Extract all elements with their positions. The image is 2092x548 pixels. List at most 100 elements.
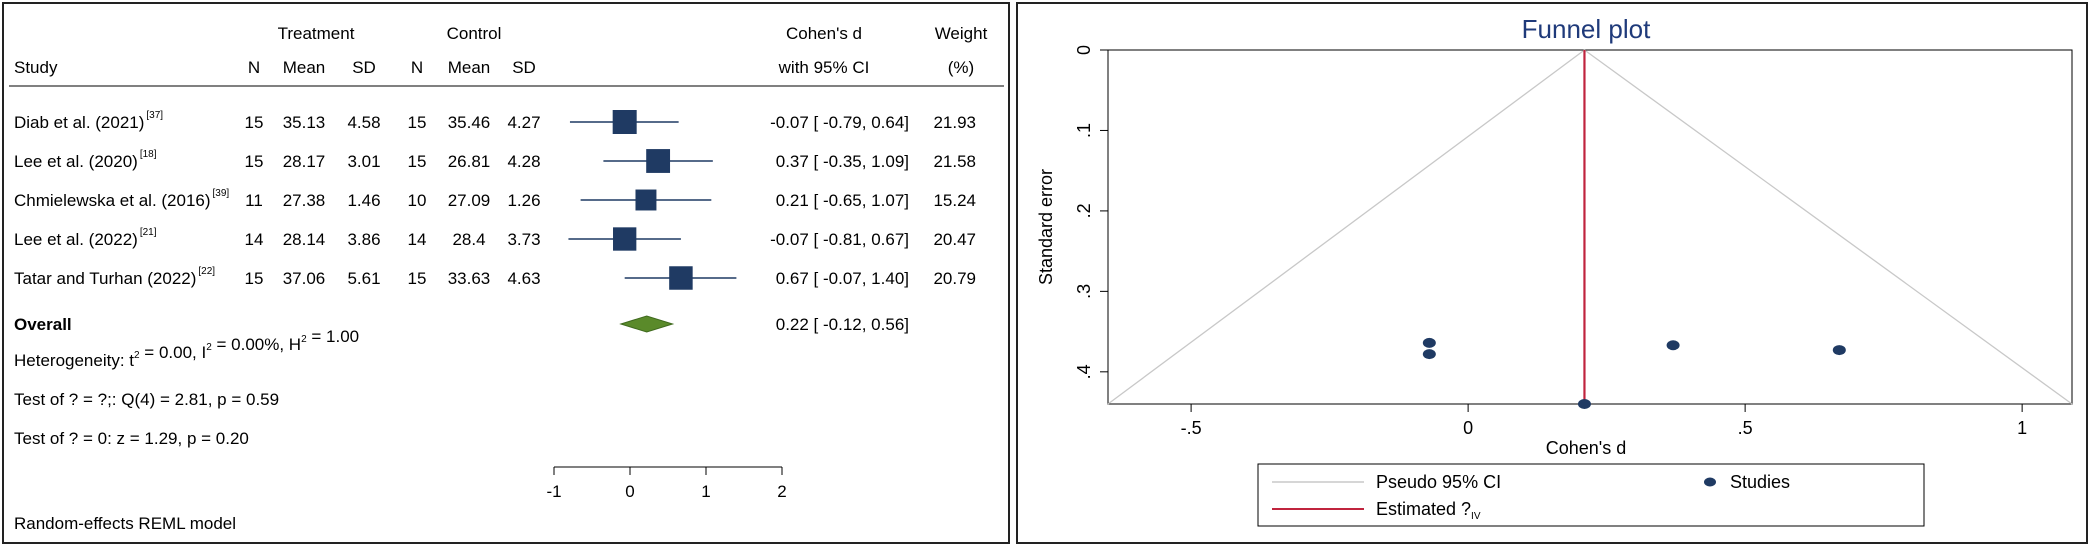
study-label: Tatar and Turhan (2022) xyxy=(14,269,196,288)
test-overall-text: Test of ? = 0: z = 1.29, p = 0.20 xyxy=(14,429,249,448)
study-point xyxy=(1422,349,1436,360)
funnel-x-title: Cohen's d xyxy=(1546,438,1627,458)
header-control-sd: SD xyxy=(512,58,536,77)
study-row: Diab et al. (2021) [37] 15 35.13 4.58 15 35.46… xyxy=(14,110,976,134)
study-ref: [39] xyxy=(213,188,230,199)
control-sd: 4.28 xyxy=(507,152,540,171)
study-label: Diab et al. (2021) xyxy=(14,113,144,132)
control-sd: 4.63 xyxy=(507,269,540,288)
weight-text: 20.47 xyxy=(933,230,976,249)
treatment-n: 11 xyxy=(245,191,263,210)
treatment-sd: 1.46 xyxy=(347,191,380,210)
treatment-sd: 3.86 xyxy=(347,230,380,249)
study-label: Lee et al. (2020) xyxy=(14,152,138,171)
header-control-n: N xyxy=(411,58,423,77)
model-note: Random-effects REML model xyxy=(14,514,236,533)
treatment-sd: 4.58 xyxy=(347,113,380,132)
study-point xyxy=(1577,399,1591,409)
study-point xyxy=(1832,345,1846,356)
study-ref: [21] xyxy=(140,227,157,238)
effect-square xyxy=(646,149,671,173)
weight-text: 20.79 xyxy=(933,269,976,288)
effect-square xyxy=(669,266,693,290)
funnel-y-title: Standard error xyxy=(1036,169,1056,285)
forest-x-tick-label: 1 xyxy=(701,482,710,501)
control-n: 15 xyxy=(408,113,427,132)
forest-plot-panel: Treatment Control Study N Mean SD N Mean SD Cohen… xyxy=(2,2,1010,544)
control-mean: 35.46 xyxy=(448,113,491,132)
study-row: Chmielewska et al. (2016) [39] 11 27.38 1.46… xyxy=(14,188,976,211)
funnel-x-tick-label: .5 xyxy=(1738,418,1753,438)
weight-text: 15.24 xyxy=(933,191,976,210)
effect-ci-text: -0.07 [ -0.81, 0.67] xyxy=(770,230,909,249)
funnel-y-tick-label: 0 xyxy=(1074,45,1094,55)
funnel-plot: Funnel plot -.5 0 .5 1 0 .1 .2 .3 .4 Cohen's d Stan… xyxy=(1036,14,2073,527)
control-sd: 1.26 xyxy=(507,191,540,210)
control-mean: 28.4 xyxy=(452,230,485,249)
test-heterogeneity-text: Test of ? = ?;: Q(4) = 2.81, p = 0.59 xyxy=(14,390,279,409)
header-study: Study xyxy=(14,58,58,77)
treatment-mean: 27.38 xyxy=(283,191,326,210)
effect-square xyxy=(613,227,637,251)
treatment-mean: 35.13 xyxy=(283,113,326,132)
header-control: Control xyxy=(447,24,502,43)
study-row: Tatar and Turhan (2022) [22] 15 37.06 5.61 15… xyxy=(14,266,976,290)
header-control-mean: Mean xyxy=(448,58,491,77)
treatment-sd: 3.01 xyxy=(347,152,380,171)
header-weight-line2: (%) xyxy=(948,58,974,77)
forest-x-tick-label: 0 xyxy=(625,482,634,501)
study-row: Lee et al. (2022) [21] 14 28.14 3.86 14 28.4 3.… xyxy=(14,227,976,251)
effect-ci-text: 0.21 [ -0.65, 1.07] xyxy=(776,191,909,210)
control-sd: 3.73 xyxy=(507,230,540,249)
overall-ci-text: 0.22 [ -0.12, 0.56] xyxy=(776,315,909,334)
control-n: 14 xyxy=(408,230,427,249)
legend-studies-label: Studies xyxy=(1730,472,1790,492)
forest-plot: Treatment Control Study N Mean SD N Mean SD Cohen… xyxy=(9,24,1004,533)
overall-diamond xyxy=(619,315,675,333)
funnel-x-tick-label: -.5 xyxy=(1181,418,1202,438)
forest-x-tick-label: -1 xyxy=(546,482,561,501)
funnel-y-tick-label: .2 xyxy=(1074,203,1094,218)
weight-text: 21.58 xyxy=(933,152,976,171)
header-effect-line1: Cohen's d xyxy=(786,24,862,43)
control-mean: 26.81 xyxy=(448,152,491,171)
funnel-y-tick-label: .4 xyxy=(1074,364,1094,379)
effect-ci-text: 0.37 [ -0.35, 1.09] xyxy=(776,152,909,171)
funnel-legend: Pseudo 95% CI Studies Estimated ?IV xyxy=(1257,463,1925,527)
treatment-sd: 5.61 xyxy=(347,269,380,288)
legend-box xyxy=(1257,463,1925,527)
funnel-title: Funnel plot xyxy=(1522,14,1651,44)
legend-estimate-label: Estimated ?IV xyxy=(1376,499,1481,522)
header-treatment-sd: SD xyxy=(352,58,376,77)
control-mean: 33.63 xyxy=(448,269,491,288)
control-mean: 27.09 xyxy=(448,191,491,210)
forest-x-tick-label: 2 xyxy=(777,482,786,501)
study-row: Lee et al. (2020) [18] 15 28.17 3.01 15 26.81 4… xyxy=(14,149,976,173)
weight-text: 21.93 xyxy=(933,113,976,132)
treatment-mean: 37.06 xyxy=(283,269,326,288)
control-sd: 4.27 xyxy=(507,113,540,132)
study-ref: [22] xyxy=(198,266,215,277)
treatment-mean: 28.17 xyxy=(283,152,326,171)
funnel-y-tick-label: .1 xyxy=(1074,123,1094,138)
funnel-plot-panel: Funnel plot -.5 0 .5 1 0 .1 .2 .3 .4 Cohen's d Stan… xyxy=(1016,2,2088,544)
treatment-n: 14 xyxy=(245,230,264,249)
control-n: 10 xyxy=(408,191,427,210)
overall-label: Overall xyxy=(14,315,72,334)
header-treatment-mean: Mean xyxy=(283,58,326,77)
study-ref: [37] xyxy=(146,110,163,121)
pseudo-ci-left xyxy=(1107,49,1585,405)
effect-ci-text: 0.67 [ -0.07, 1.40] xyxy=(776,269,909,288)
funnel-x-tick-label: 1 xyxy=(2017,418,2027,438)
legend-studies-swatch xyxy=(1704,477,1716,487)
header-effect-line2: with 95% CI xyxy=(778,58,870,77)
funnel-y-tick-label: .3 xyxy=(1074,284,1094,299)
effect-square xyxy=(612,110,637,134)
header-treatment-n: N xyxy=(248,58,260,77)
study-ref: [18] xyxy=(140,149,157,160)
funnel-x-tick-label: 0 xyxy=(1463,418,1473,438)
study-label: Chmielewska et al. (2016) xyxy=(14,191,211,210)
header-treatment: Treatment xyxy=(278,24,355,43)
control-n: 15 xyxy=(408,269,427,288)
header-weight-line1: Weight xyxy=(935,24,988,43)
